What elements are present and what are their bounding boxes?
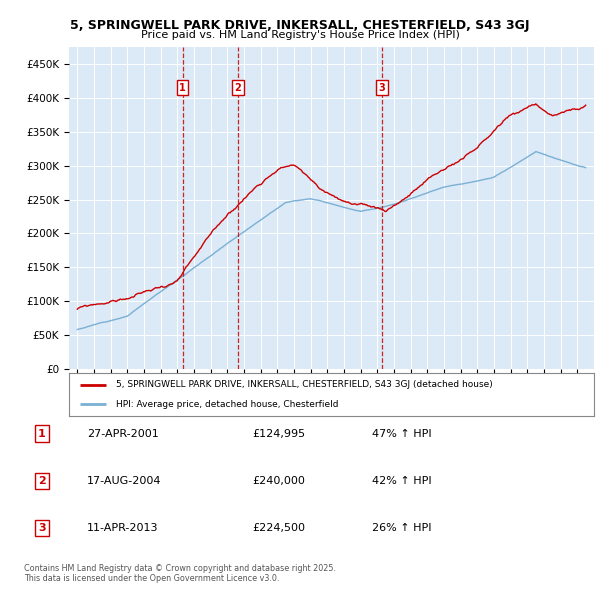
Text: Price paid vs. HM Land Registry's House Price Index (HPI): Price paid vs. HM Land Registry's House …: [140, 30, 460, 40]
Text: £124,995: £124,995: [252, 429, 305, 438]
Text: 1: 1: [38, 429, 46, 438]
Text: 3: 3: [379, 83, 385, 93]
Text: £224,500: £224,500: [252, 523, 305, 533]
Text: 1: 1: [179, 83, 186, 93]
Text: This data is licensed under the Open Government Licence v3.0.: This data is licensed under the Open Gov…: [24, 573, 280, 582]
Text: 47% ↑ HPI: 47% ↑ HPI: [372, 429, 431, 438]
Text: 2: 2: [38, 476, 46, 486]
Text: 42% ↑ HPI: 42% ↑ HPI: [372, 476, 431, 486]
Text: 3: 3: [38, 523, 46, 533]
Text: 11-APR-2013: 11-APR-2013: [87, 523, 158, 533]
Text: 5, SPRINGWELL PARK DRIVE, INKERSALL, CHESTERFIELD, S43 3GJ: 5, SPRINGWELL PARK DRIVE, INKERSALL, CHE…: [70, 19, 530, 32]
Text: 17-AUG-2004: 17-AUG-2004: [87, 476, 161, 486]
Text: £240,000: £240,000: [252, 476, 305, 486]
Text: 2: 2: [235, 83, 241, 93]
Text: 26% ↑ HPI: 26% ↑ HPI: [372, 523, 431, 533]
Text: Contains HM Land Registry data © Crown copyright and database right 2025.: Contains HM Land Registry data © Crown c…: [24, 563, 336, 572]
Text: HPI: Average price, detached house, Chesterfield: HPI: Average price, detached house, Ches…: [116, 400, 339, 409]
Text: 5, SPRINGWELL PARK DRIVE, INKERSALL, CHESTERFIELD, S43 3GJ (detached house): 5, SPRINGWELL PARK DRIVE, INKERSALL, CHE…: [116, 381, 493, 389]
Text: 27-APR-2001: 27-APR-2001: [87, 429, 159, 438]
